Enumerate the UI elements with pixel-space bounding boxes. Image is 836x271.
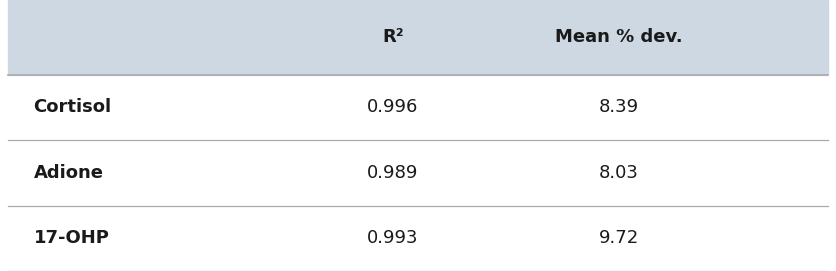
Text: Mean % dev.: Mean % dev.: [555, 28, 682, 46]
Text: 0.993: 0.993: [367, 229, 419, 247]
Text: Adione: Adione: [33, 164, 104, 182]
Text: 0.989: 0.989: [367, 164, 419, 182]
Text: 17-OHP: 17-OHP: [33, 229, 110, 247]
Text: 0.996: 0.996: [367, 98, 419, 116]
Text: 8.39: 8.39: [599, 98, 639, 116]
Text: R²: R²: [382, 28, 404, 46]
Bar: [8, 0, 828, 75]
Text: 8.03: 8.03: [599, 164, 639, 182]
Text: 9.72: 9.72: [599, 229, 639, 247]
Text: Cortisol: Cortisol: [33, 98, 111, 116]
